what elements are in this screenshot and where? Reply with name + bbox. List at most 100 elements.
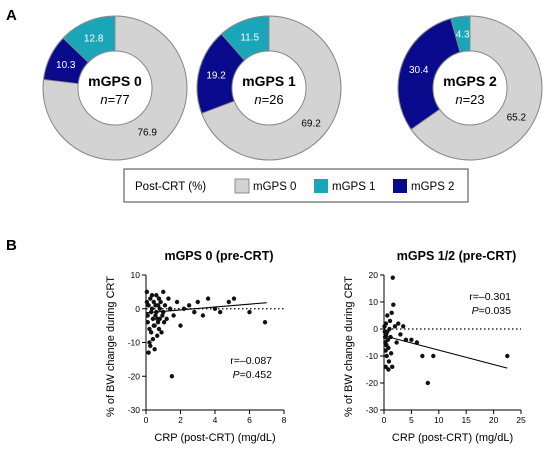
data-point xyxy=(387,326,392,332)
data-point xyxy=(150,316,156,322)
data-point xyxy=(398,332,403,337)
data-point xyxy=(148,296,153,301)
p-number: =0.452 xyxy=(240,369,273,381)
donut-center-n: n=77 xyxy=(100,92,129,107)
data-point xyxy=(147,340,152,345)
data-point xyxy=(195,299,200,305)
donut-center-n: n=23 xyxy=(455,92,484,107)
donut-chart-2: 65.2 30.4 4.3 mGPS 2 n=23 xyxy=(397,15,543,161)
data-point xyxy=(160,313,165,318)
data-point xyxy=(159,330,164,335)
p-value: P=0.035 xyxy=(472,305,512,317)
x-tick-label: 0 xyxy=(382,415,387,425)
data-point xyxy=(178,323,183,328)
data-point xyxy=(146,303,151,308)
y-tick-label: -10 xyxy=(128,338,141,348)
p-symbol: P xyxy=(233,369,240,381)
data-point xyxy=(171,313,176,318)
data-point xyxy=(505,353,510,359)
x-tick-label: 25 xyxy=(516,415,526,425)
x-tick-label: 8 xyxy=(282,415,287,425)
data-point xyxy=(385,313,390,318)
data-point xyxy=(156,296,162,301)
y-tick-label: -20 xyxy=(128,371,141,381)
data-point xyxy=(262,320,268,325)
data-point xyxy=(387,318,393,324)
data-point xyxy=(420,353,425,359)
y-tick-label: 0 xyxy=(373,324,378,334)
donut-slice-label: 4.3 xyxy=(456,29,470,40)
data-point xyxy=(151,299,156,305)
data-point xyxy=(392,324,398,329)
panel-b-letter: B xyxy=(6,237,17,254)
donut-center-title: mGPS 1 xyxy=(242,73,296,89)
legend-label-mgps0: mGPS 0 xyxy=(253,181,296,193)
y-tick-label: -30 xyxy=(366,405,379,415)
donut-n-value: =26 xyxy=(262,92,284,107)
data-point xyxy=(145,320,150,325)
donut-center-n: n=26 xyxy=(254,92,283,107)
donut-slice-label: 30.4 xyxy=(409,65,429,76)
donut-slice-label: 19.2 xyxy=(206,70,226,81)
data-point xyxy=(390,275,395,280)
y-tick-label: -30 xyxy=(128,405,141,415)
y-tick-label: 20 xyxy=(369,270,379,280)
x-tick-label: 15 xyxy=(461,415,471,425)
donut-n-symbol: n xyxy=(254,92,261,107)
x-tick-label: 20 xyxy=(489,415,499,425)
data-point xyxy=(231,296,237,301)
p-number: =0.035 xyxy=(479,305,512,317)
y-tick-label: 0 xyxy=(135,304,140,314)
y-axis-label: % of BW change during CRT xyxy=(105,276,117,417)
data-point xyxy=(151,323,156,328)
y-tick-label: -20 xyxy=(366,378,379,388)
y-tick-label: 10 xyxy=(369,297,379,307)
data-point xyxy=(144,289,150,295)
data-point xyxy=(217,309,223,315)
x-tick-label: 0 xyxy=(144,415,149,425)
data-point xyxy=(167,306,173,311)
data-point xyxy=(169,374,175,379)
donut-slice-label: 10.3 xyxy=(56,60,76,71)
data-point xyxy=(152,347,157,352)
data-point xyxy=(409,337,414,342)
x-axis-label: CRP (post-CRT) (mg/dL) xyxy=(154,432,275,444)
data-point xyxy=(186,303,192,308)
data-point xyxy=(394,340,399,345)
data-point xyxy=(155,333,160,338)
legend-label-mgps2: mGPS 2 xyxy=(411,181,454,193)
x-axis-label: CRP (post-CRT) (mg/dL) xyxy=(392,432,513,444)
p-value: P=0.452 xyxy=(233,369,273,381)
data-point xyxy=(388,351,394,356)
data-point xyxy=(226,299,231,305)
y-tick-label: -10 xyxy=(366,351,379,361)
donut-center-title: mGPS 2 xyxy=(443,73,497,89)
data-point xyxy=(162,303,168,308)
data-point xyxy=(148,330,154,335)
data-point xyxy=(166,296,171,301)
legend: Post-CRT (%) mGPS 0 mGPS 1 mGPS 2 xyxy=(123,168,469,203)
data-point xyxy=(386,367,391,372)
legend-title: Post-CRT (%) xyxy=(135,181,206,193)
data-point xyxy=(200,313,206,318)
data-point xyxy=(157,306,162,311)
donut-n-symbol: n xyxy=(100,92,107,107)
p-symbol: P xyxy=(472,305,479,317)
legend-swatch-mgps0 xyxy=(234,178,250,194)
data-point xyxy=(205,296,211,301)
donut-outline xyxy=(397,15,543,161)
data-point xyxy=(164,316,169,322)
data-point xyxy=(390,364,395,369)
x-tick-label: 2 xyxy=(178,415,183,425)
data-point xyxy=(383,321,389,326)
data-point xyxy=(386,345,391,351)
donut-hole xyxy=(231,50,307,126)
scatter-title: mGPS 0 (pre-CRT) xyxy=(164,249,273,263)
x-tick-label: 10 xyxy=(434,415,444,425)
data-point xyxy=(192,309,197,315)
data-point xyxy=(391,302,396,307)
data-point xyxy=(161,309,166,315)
